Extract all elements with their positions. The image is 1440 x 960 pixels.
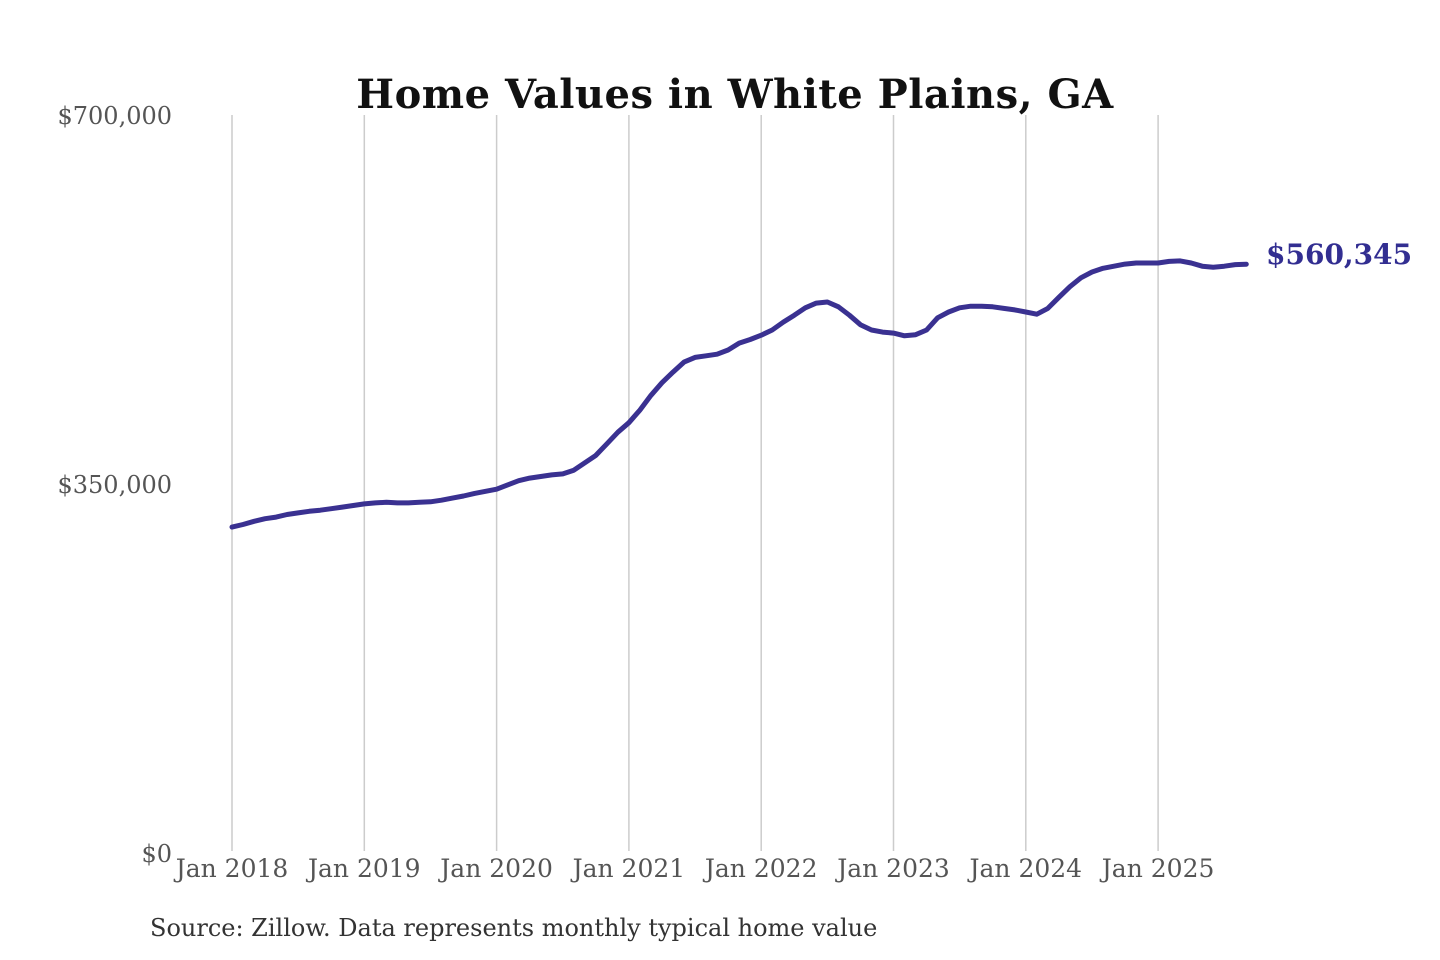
x-tick-label-jan-2018: Jan 2018 bbox=[175, 854, 289, 883]
x-tick-label-jan-2021: Jan 2021 bbox=[572, 854, 686, 883]
x-tick-label-jan-2022: Jan 2022 bbox=[704, 854, 818, 883]
y-tick-label-2: $0 bbox=[141, 840, 172, 868]
chart-title: Home Values in White Plains, GA bbox=[356, 70, 1114, 118]
x-tick-label-jan-2023: Jan 2023 bbox=[837, 854, 950, 883]
latest-value-label: $560,345 bbox=[1266, 238, 1413, 271]
x-tick-label-jan-2020: Jan 2020 bbox=[440, 854, 553, 883]
source-note: Source: Zillow. Data represents monthly … bbox=[150, 914, 878, 942]
x-tick-label-jan-2019: Jan 2019 bbox=[307, 854, 421, 883]
vertical-gridlines bbox=[231, 115, 1159, 851]
home-value-line bbox=[229, 258, 1249, 530]
y-tick-label-0: $700,000 bbox=[57, 102, 172, 130]
x-tick-label-jan-2024: Jan 2024 bbox=[969, 854, 1083, 883]
x-tick-label-jan-2025: Jan 2025 bbox=[1101, 854, 1215, 883]
y-tick-label-1: $350,000 bbox=[57, 471, 172, 499]
